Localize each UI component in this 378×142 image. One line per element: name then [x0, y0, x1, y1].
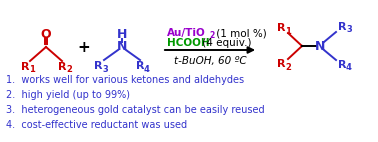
- Text: HCOOH: HCOOH: [167, 38, 210, 48]
- Text: (1 mol %): (1 mol %): [213, 28, 267, 38]
- Text: 2: 2: [209, 32, 214, 40]
- Text: R: R: [94, 61, 102, 71]
- Text: N: N: [315, 39, 325, 53]
- Text: R: R: [58, 62, 66, 72]
- Text: N: N: [117, 39, 127, 53]
- Text: R: R: [277, 23, 285, 33]
- Text: Au/TiO: Au/TiO: [167, 28, 206, 38]
- Text: 3: 3: [102, 64, 108, 74]
- Text: R: R: [136, 61, 144, 71]
- Text: O: O: [41, 28, 51, 40]
- Text: R: R: [338, 60, 346, 70]
- Text: 2: 2: [285, 62, 291, 72]
- Text: 2.  high yield (up to 99%): 2. high yield (up to 99%): [6, 90, 130, 100]
- Text: (4 equiv.): (4 equiv.): [199, 38, 251, 48]
- Text: 2: 2: [66, 65, 72, 75]
- Text: 3.  heterogeneous gold catalyst can be easily reused: 3. heterogeneous gold catalyst can be ea…: [6, 105, 265, 115]
- Text: t-BuOH, 60 ºC: t-BuOH, 60 ºC: [174, 56, 246, 66]
- Text: +: +: [77, 40, 90, 56]
- Text: 4.  cost-effective reductant was used: 4. cost-effective reductant was used: [6, 120, 187, 130]
- Text: 1: 1: [29, 65, 35, 75]
- Text: R: R: [338, 22, 346, 32]
- Text: H: H: [117, 28, 127, 40]
- Text: 4: 4: [144, 64, 150, 74]
- Text: 1: 1: [285, 27, 291, 36]
- Text: R: R: [21, 62, 29, 72]
- Text: 3: 3: [346, 26, 352, 35]
- Text: R: R: [277, 59, 285, 69]
- Text: 4: 4: [346, 63, 352, 73]
- Text: 1.  works well for various ketones and aldehydes: 1. works well for various ketones and al…: [6, 75, 244, 85]
